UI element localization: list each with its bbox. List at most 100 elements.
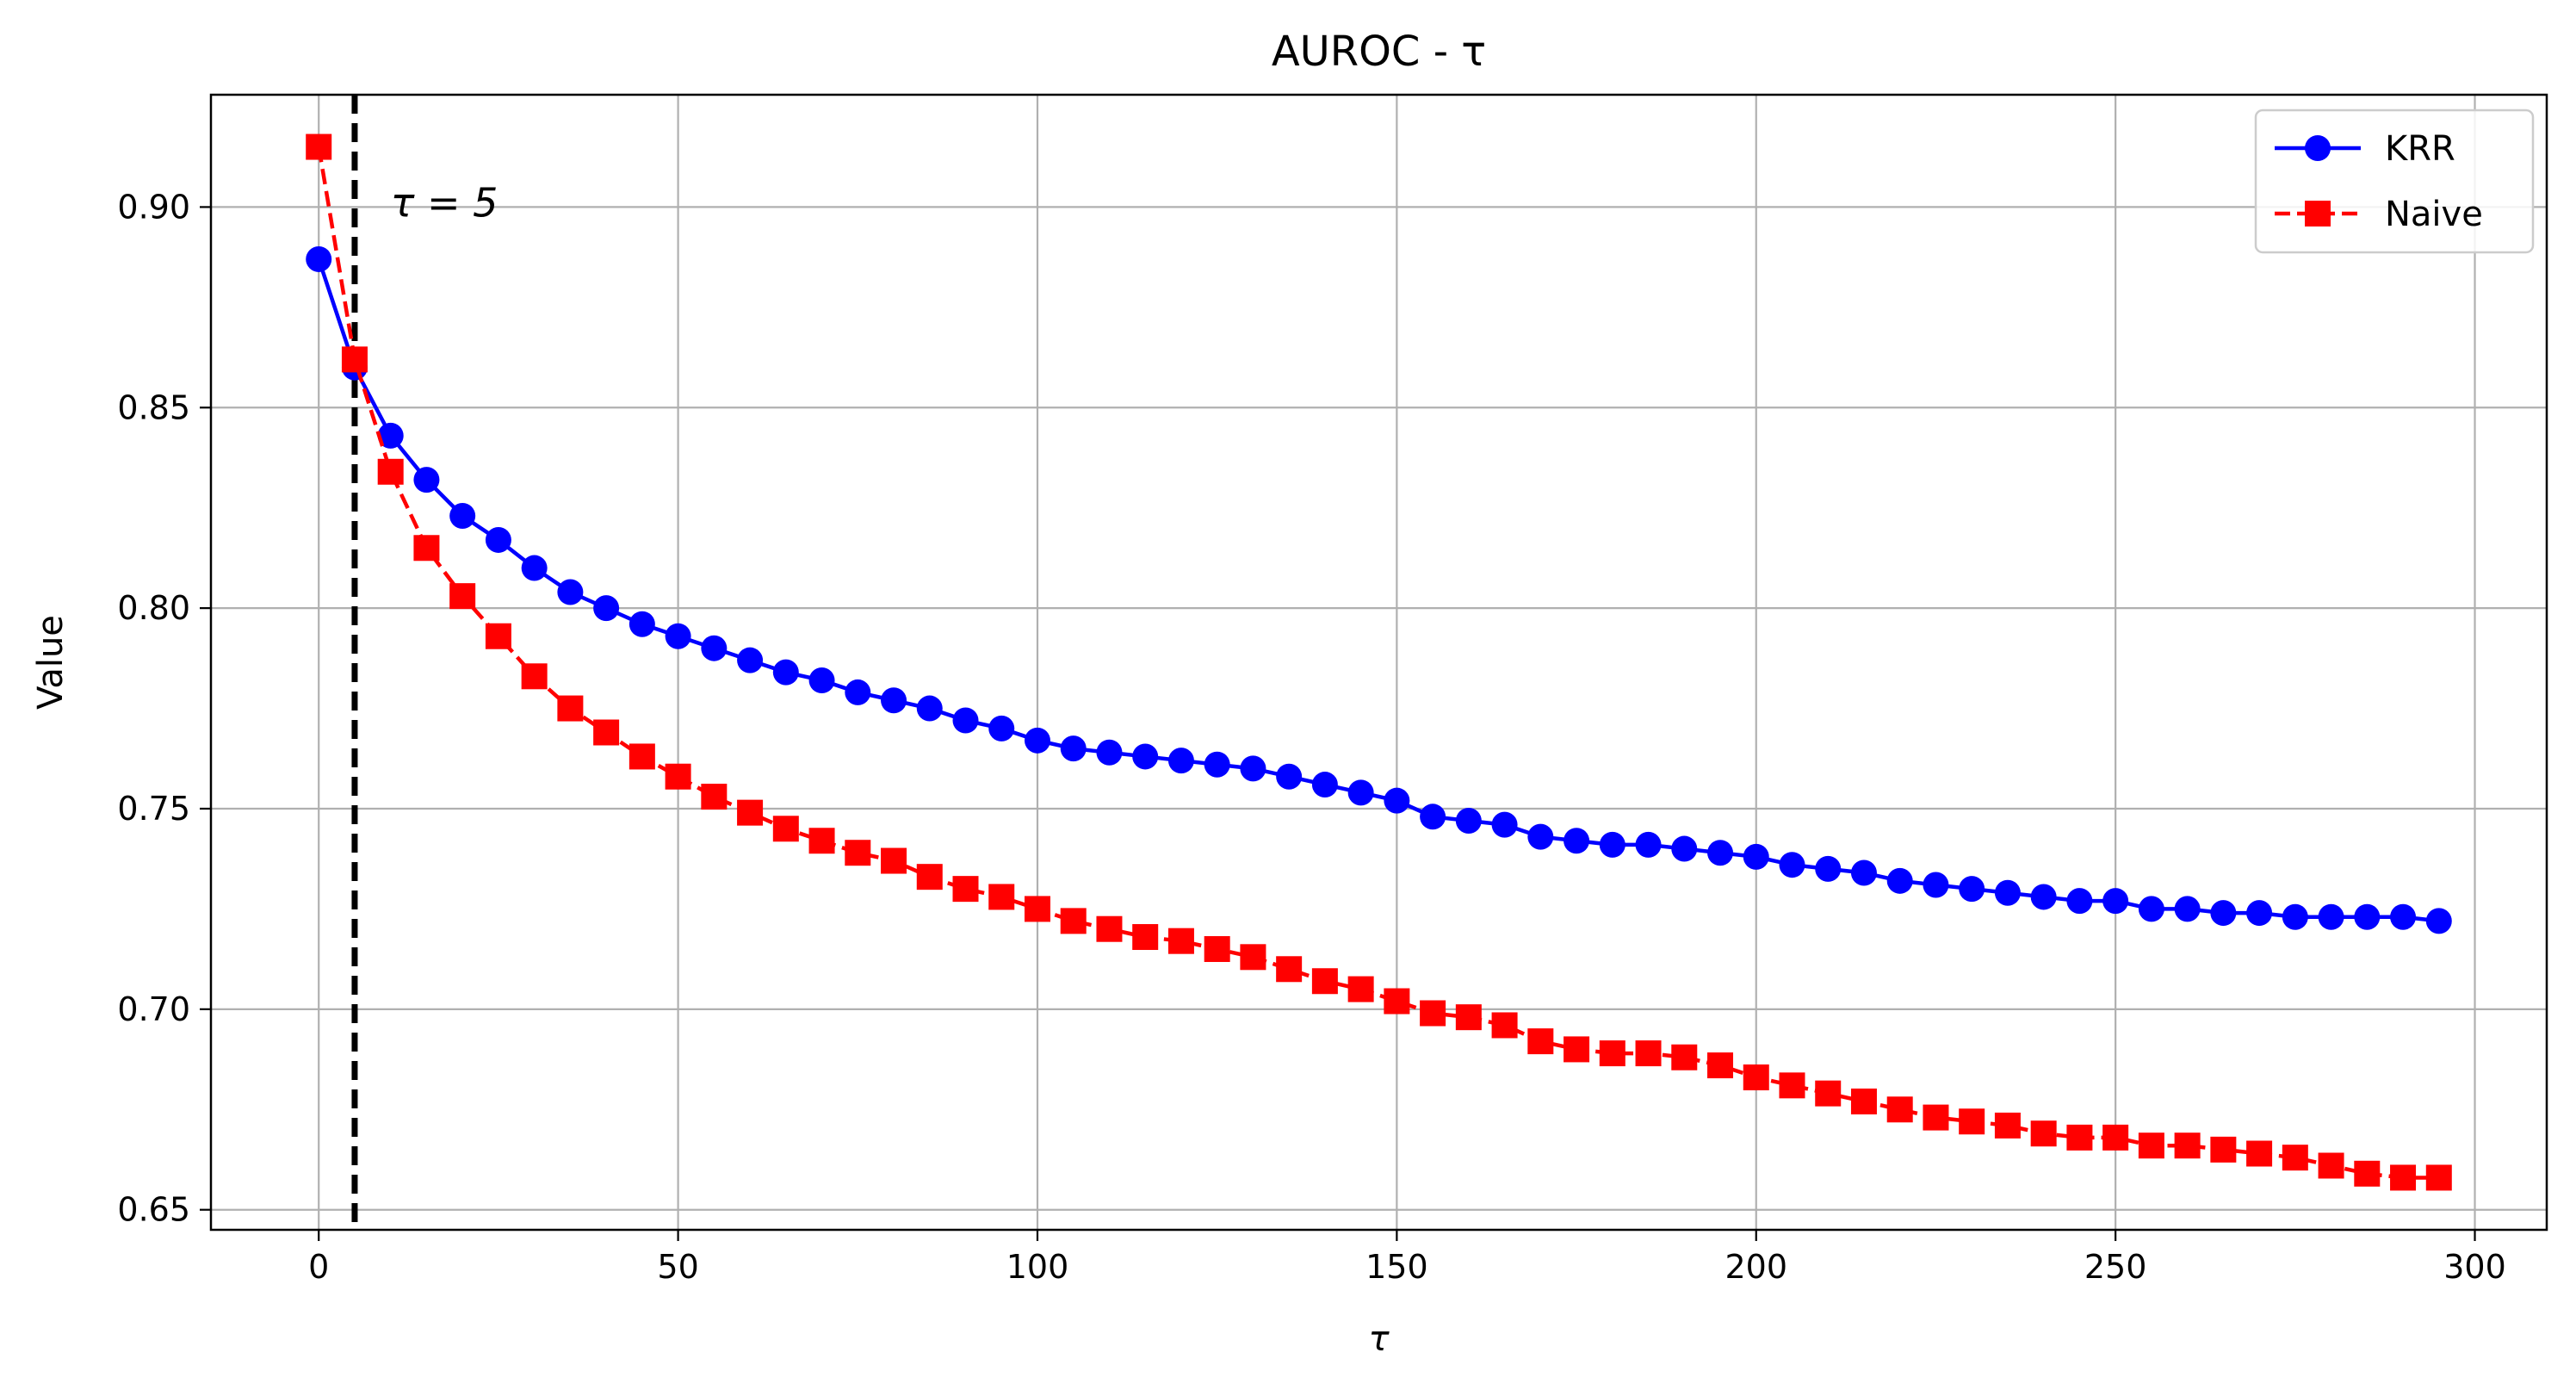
y-tick-label: 0.85: [117, 388, 190, 426]
data-point-krr: [1635, 831, 1662, 858]
data-point-naive: [1096, 915, 1123, 942]
data-point-krr: [701, 635, 728, 661]
legend-label-krr: KRR: [2385, 129, 2455, 169]
chart-title: AUROC - τ: [1272, 28, 1486, 76]
data-point-krr: [557, 579, 584, 605]
data-point-krr: [1024, 727, 1050, 754]
data-point-naive: [808, 828, 835, 854]
data-point-krr: [1779, 852, 1805, 878]
data-point-krr: [1311, 772, 1338, 798]
data-point-naive: [1564, 1036, 1590, 1063]
data-point-naive: [2210, 1136, 2237, 1163]
y-axis-label: Value: [31, 615, 71, 710]
data-point-naive: [1240, 944, 1266, 971]
data-point-naive: [1060, 908, 1087, 934]
data-point-naive: [341, 346, 368, 373]
data-point-krr: [1564, 828, 1590, 854]
legend: KRR Naive: [2254, 109, 2535, 254]
data-point-krr: [1707, 840, 1734, 866]
data-point-naive: [1959, 1108, 1985, 1135]
data-point-krr: [1204, 751, 1230, 778]
data-point-naive: [1204, 935, 1230, 962]
data-point-krr: [629, 611, 655, 637]
data-point-naive: [2282, 1145, 2308, 1171]
data-point-naive: [1311, 968, 1338, 995]
data-point-naive: [1815, 1080, 1842, 1107]
data-point-naive: [2174, 1132, 2201, 1159]
data-point-krr: [413, 467, 440, 493]
data-point-krr: [2282, 903, 2308, 930]
data-point-krr: [1743, 843, 1769, 870]
x-tick-label: 150: [1365, 1248, 1428, 1286]
data-point-naive: [1707, 1052, 1734, 1079]
data-point-krr: [1240, 755, 1266, 782]
data-point-krr: [845, 679, 871, 705]
data-point-naive: [2390, 1164, 2417, 1191]
data-point-krr: [485, 526, 511, 553]
data-point-naive: [306, 133, 332, 160]
data-point-naive: [2102, 1124, 2129, 1151]
threshold-annotation: τ = 5: [391, 180, 498, 226]
data-point-naive: [1024, 896, 1050, 922]
x-tick-label: 100: [1006, 1248, 1069, 1286]
data-point-krr: [306, 245, 332, 272]
data-point-naive: [1384, 988, 1410, 1015]
data-point-krr: [2138, 896, 2164, 922]
data-point-naive: [521, 663, 548, 690]
data-point-krr: [377, 422, 404, 449]
data-point-krr: [1132, 743, 1159, 770]
data-point-krr: [521, 555, 548, 581]
data-point-naive: [1850, 1088, 1877, 1114]
data-point-krr: [1347, 779, 1374, 806]
data-point-naive: [916, 864, 943, 890]
x-tick-label: 200: [1725, 1248, 1787, 1286]
data-point-krr: [1886, 867, 1913, 894]
data-point-krr: [1491, 811, 1518, 838]
y-tick-label: 0.80: [117, 589, 190, 627]
data-point-naive: [1779, 1072, 1805, 1099]
data-point-naive: [772, 816, 799, 842]
data-point-krr: [1959, 876, 1985, 903]
data-point-naive: [1743, 1064, 1769, 1091]
x-tick-label: 300: [2443, 1248, 2506, 1286]
x-tick-label: 0: [308, 1248, 329, 1286]
data-point-krr: [881, 687, 907, 714]
data-point-naive: [413, 535, 440, 562]
data-point-naive: [845, 840, 871, 866]
y-tick-label: 0.70: [117, 990, 190, 1028]
data-point-krr: [952, 707, 979, 734]
data-point-naive: [2138, 1132, 2164, 1159]
data-point-naive: [377, 458, 404, 485]
data-point-naive: [1923, 1104, 1949, 1131]
data-point-naive: [1455, 1004, 1482, 1031]
data-point-krr: [737, 647, 764, 673]
data-point-krr: [2030, 884, 2057, 910]
y-tick-label: 0.65: [117, 1191, 190, 1229]
legend-marker-naive: [2305, 201, 2331, 226]
data-point-krr: [2066, 888, 2093, 915]
data-point-krr: [1671, 835, 1698, 862]
plot-frame: [209, 93, 2548, 1232]
data-point-krr: [808, 667, 835, 693]
data-point-krr: [1276, 763, 1303, 790]
data-point-krr: [1599, 831, 1625, 858]
ticks: 0 50 100 150 200 250 300 0.65 0.70 0.75 0.80 0.85 0.…: [117, 188, 2505, 1286]
data-point-krr: [2210, 900, 2237, 927]
data-point-krr: [449, 503, 476, 530]
x-tick-label: 50: [657, 1248, 698, 1286]
data-point-krr: [1167, 748, 1194, 774]
data-point-krr: [1994, 879, 2021, 906]
data-point-naive: [2318, 1152, 2344, 1179]
data-point-naive: [2354, 1160, 2381, 1187]
data-point-naive: [485, 623, 511, 649]
series-group: [306, 133, 2452, 1191]
data-point-krr: [1060, 735, 1087, 762]
data-point-krr: [2246, 900, 2273, 927]
data-point-naive: [2425, 1164, 2452, 1191]
data-point-krr: [1815, 855, 1842, 882]
data-point-krr: [665, 623, 691, 649]
data-point-naive: [593, 719, 620, 746]
data-point-naive: [952, 876, 979, 903]
data-point-krr: [593, 595, 620, 622]
